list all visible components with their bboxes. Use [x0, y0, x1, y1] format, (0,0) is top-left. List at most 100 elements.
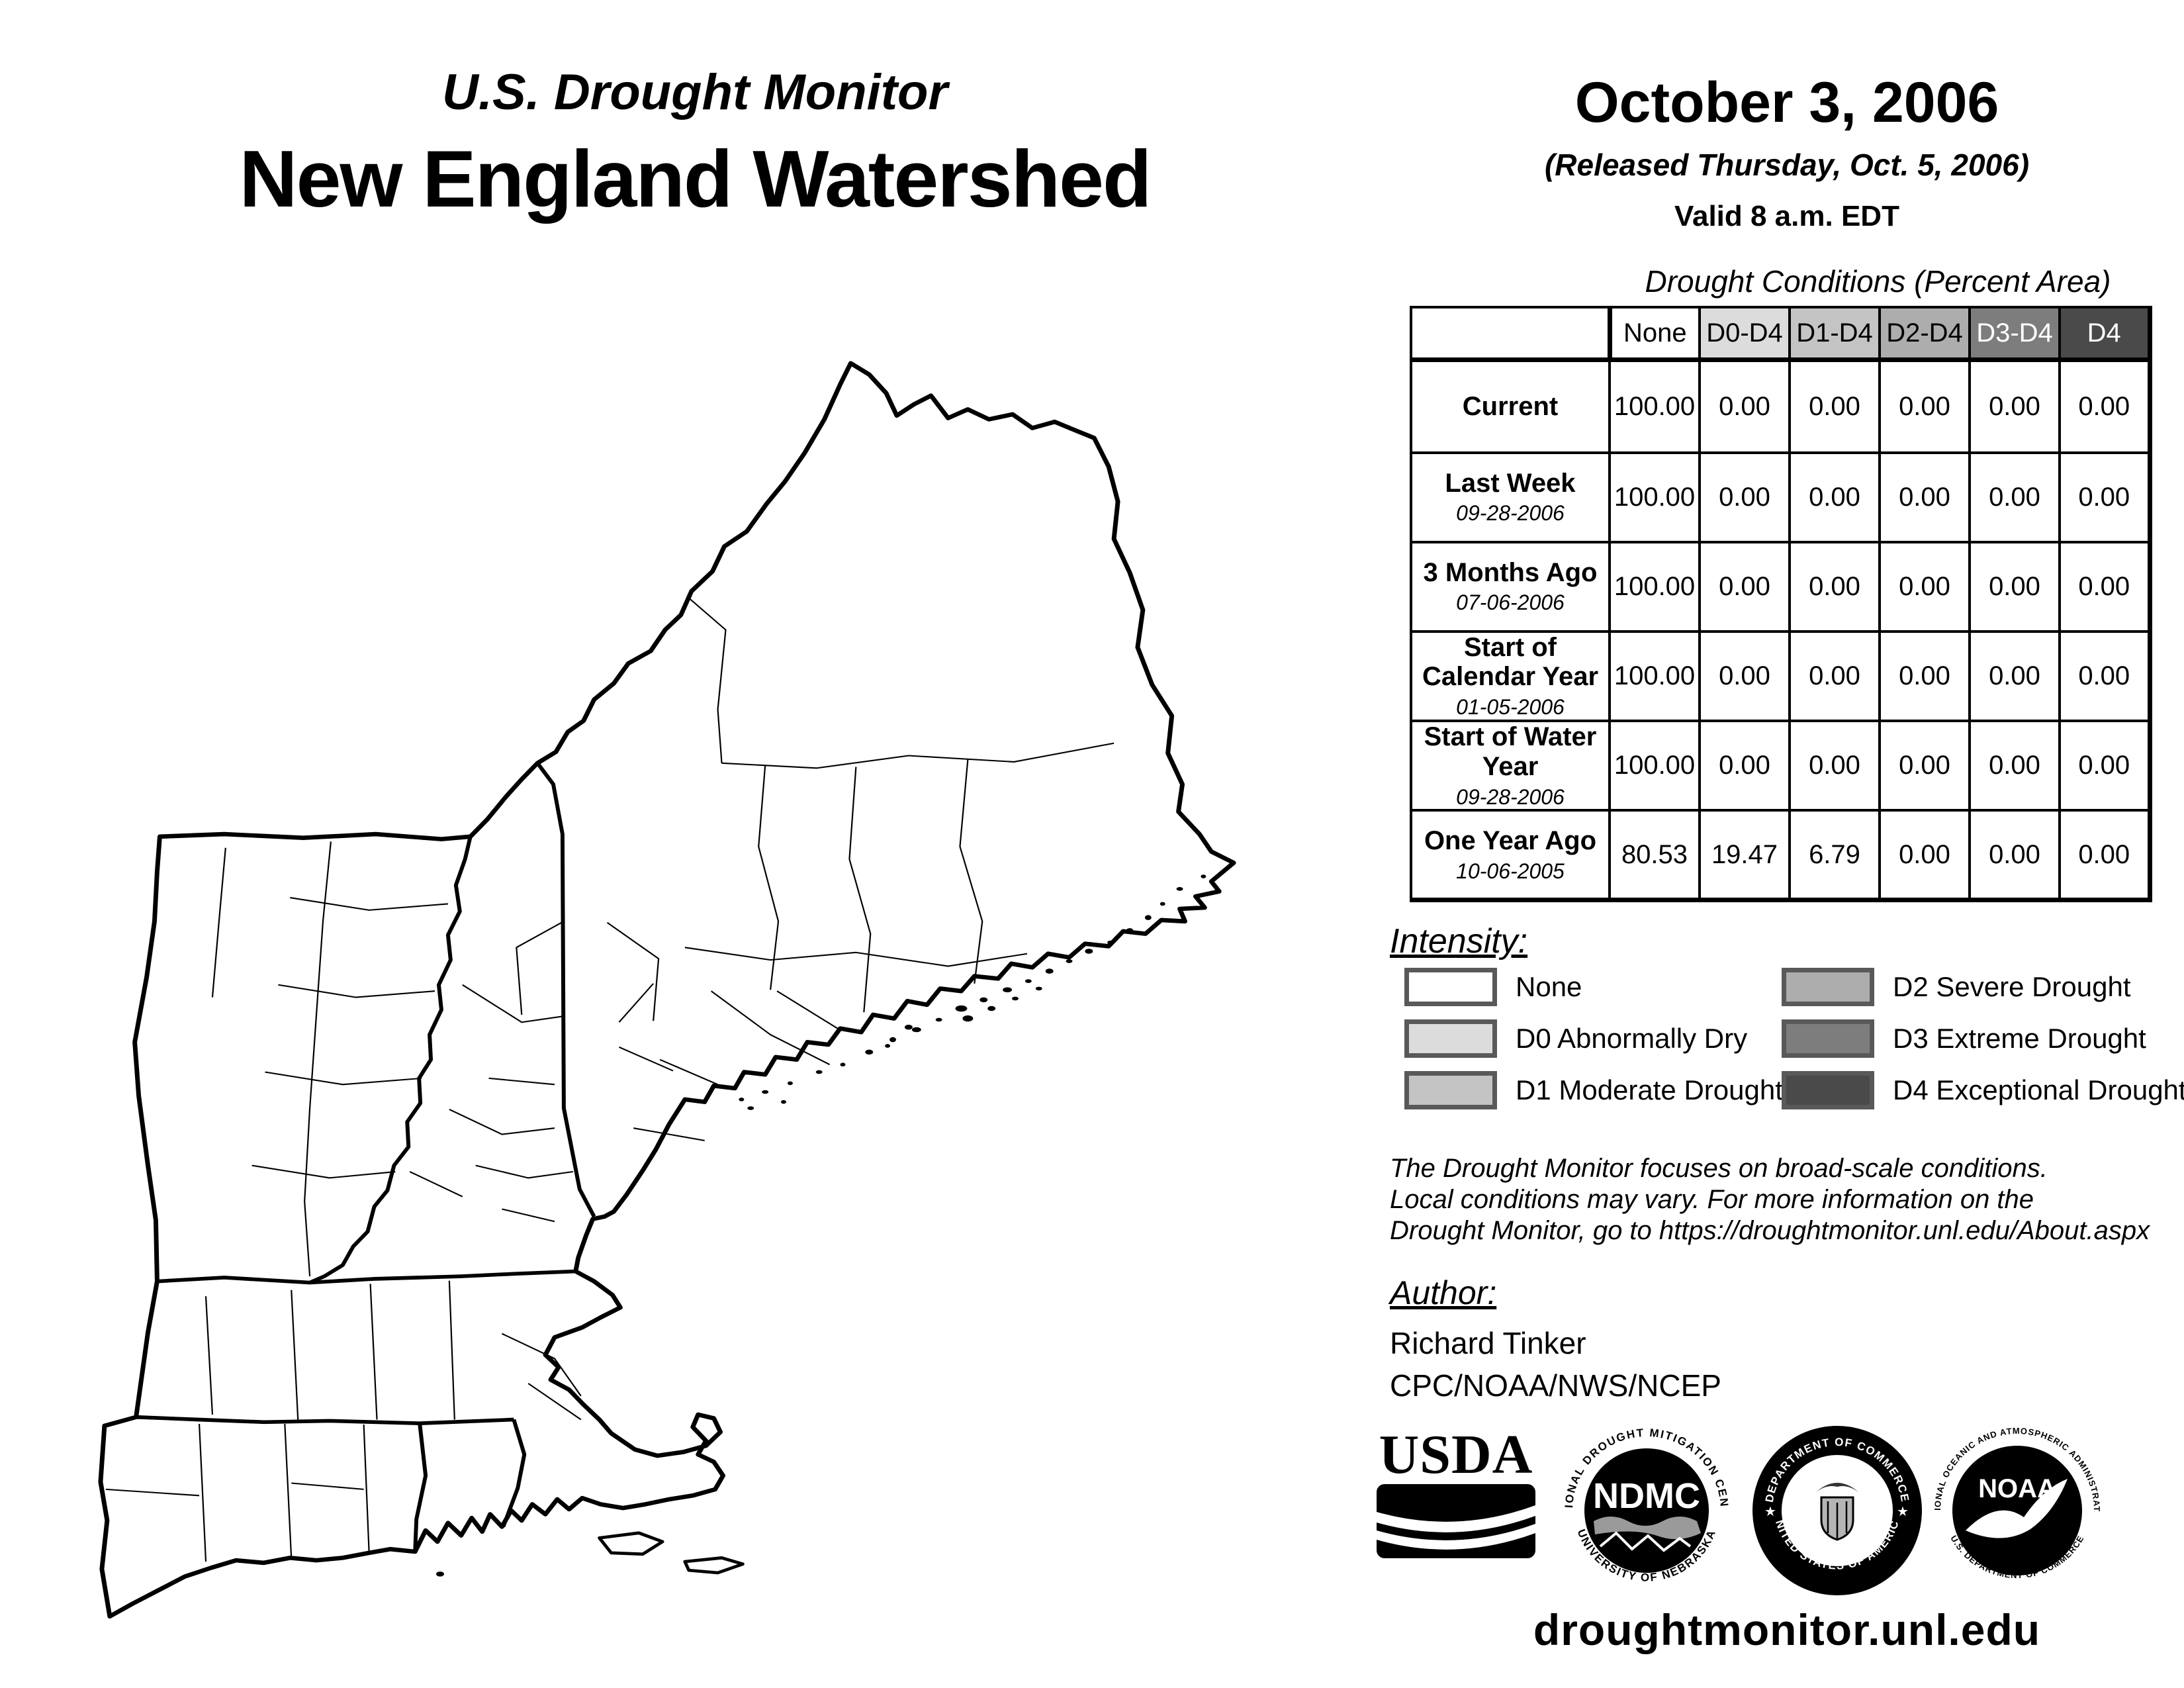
table-cell: 0.00	[1788, 540, 1881, 633]
table-row: One Year Ago 10-06-2005 80.53 19.47 6.79 …	[1410, 809, 2152, 902]
footer-url: droughtmonitor.unl.edu	[1533, 1605, 2041, 1654]
legend-item-d3: D3 Extreme Drought	[1782, 1019, 2146, 1058]
valid-time: Valid 8 a.m. EDT	[1674, 200, 1899, 232]
table-cell: 80.53	[1608, 809, 1701, 902]
legend-item-d2: D2 Severe Drought	[1782, 968, 2131, 1006]
table-cell: 0.00	[1878, 540, 1971, 633]
table-cell: 0.00	[1968, 630, 2061, 722]
disclaimer-line: Local conditions may vary. For more info…	[1390, 1184, 2034, 1214]
col-header-d2-d4: D2-D4	[1878, 306, 1971, 361]
table-cell: 0.00	[1968, 451, 2061, 543]
legend-item-none: None	[1404, 968, 1582, 1006]
table-corner-cell	[1410, 306, 1611, 361]
table-row: Start of Water Year 09-28-2006 100.00 0.0…	[1410, 719, 2152, 812]
col-header-d3-d4: D3-D4	[1968, 306, 2061, 361]
legend-swatch-d0	[1404, 1019, 1497, 1058]
table-title: Drought Conditions (Percent Area)	[1645, 264, 2111, 299]
new-england-watershed-map	[98, 361, 1236, 1619]
table-header-row: None D0-D4 D1-D4 D2-D4 D3-D4 D4	[1410, 306, 2152, 361]
released-date: (Released Thursday, Oct. 5, 2006)	[1544, 148, 2030, 182]
table-cell: 0.00	[2058, 630, 2152, 722]
table-cell: 0.00	[2058, 809, 2152, 902]
table-cell: 0.00	[1698, 540, 1791, 633]
table-cell: 100.00	[1608, 357, 1701, 454]
table-row: Last Week 09-28-2006 100.00 0.00 0.00 0.0…	[1410, 451, 2152, 543]
region-title: New England Watershed	[239, 134, 1152, 224]
author-name: Richard Tinker	[1390, 1326, 1586, 1360]
state-borders	[136, 762, 596, 1552]
col-header-d0-d4: D0-D4	[1698, 306, 1791, 361]
table-row: Start of Calendar Year 01-05-2006 100.00 …	[1410, 630, 2152, 722]
usda-symbol	[1377, 1483, 1535, 1558]
table-row: 3 Months Ago 07-06-2006 100.00 0.00 0.00 …	[1410, 540, 2152, 633]
department-of-commerce-seal: DEPARTMENT OF COMMERCE UNITED STATES OF …	[1750, 1423, 1922, 1595]
col-header-d1-d4: D1-D4	[1788, 306, 1881, 361]
table-cell: 0.00	[2058, 451, 2152, 543]
row-date: 10-06-2005	[1456, 859, 1565, 883]
coastline-outline	[98, 361, 1236, 1619]
disclaimer-line: Drought Monitor, go to https://droughtmo…	[1390, 1215, 2150, 1245]
col-header-none: None	[1607, 306, 1701, 361]
table-cell: 100.00	[1608, 540, 1701, 633]
table-cell: 0.00	[2058, 540, 2152, 633]
table-cell: 0.00	[1878, 809, 1971, 902]
legend-swatch-d1	[1404, 1071, 1497, 1109]
disclaimer: The Drought Monitor focuses on broad-sca…	[1390, 1153, 2184, 1246]
row-label: 3 Months Ago 07-06-2006	[1410, 540, 1611, 633]
table-cell: 6.79	[1788, 809, 1881, 902]
table-cell: 0.00	[1878, 451, 1971, 543]
noaa-seal: NATIONAL OCEANIC AND ATMOSPHERIC ADMINIS…	[1930, 1423, 2103, 1597]
table-cell: 0.00	[1698, 357, 1791, 454]
coastal-islands	[436, 874, 1206, 1577]
ndmc-seal: NATIONAL DROUGHT MITIGATION CENTER UNIVE…	[1559, 1423, 1733, 1597]
legend-swatch-d3	[1782, 1019, 1874, 1058]
doc-eagle	[1816, 1483, 1858, 1492]
legend-swatch-none	[1404, 968, 1497, 1006]
row-date: 09-28-2006	[1456, 501, 1565, 526]
disclaimer-line: The Drought Monitor focuses on broad-sca…	[1390, 1154, 2048, 1183]
legend-swatch-d2	[1782, 968, 1874, 1006]
doc-star-right: ★	[1897, 1505, 1909, 1519]
noaa-bird	[1966, 1479, 2068, 1538]
row-label: Start of Water Year 09-28-2006	[1410, 719, 1611, 812]
usda-wordmark: USDA	[1379, 1424, 1533, 1485]
table-cell: 0.00	[1878, 719, 1971, 812]
row-date: 01-05-2006	[1456, 695, 1565, 720]
report-date: October 3, 2006	[1574, 71, 1999, 134]
table-cell: 0.00	[1968, 540, 2061, 633]
table-cell: 100.00	[1608, 451, 1701, 543]
intensity-heading: Intensity:	[1390, 922, 1528, 961]
legend-item-d1: D1 Moderate Drought	[1404, 1071, 1783, 1109]
table-cell: 0.00	[1878, 630, 1971, 722]
table-cell: 0.00	[2058, 719, 2152, 812]
table-row: Current 100.00 0.00 0.00 0.00 0.00 0.00	[1410, 357, 2152, 454]
table-cell: 0.00	[1788, 357, 1881, 454]
row-date: 09-28-2006	[1456, 784, 1565, 809]
drought-conditions-table: None D0-D4 D1-D4 D2-D4 D3-D4 D4 Current …	[1410, 306, 2152, 902]
col-header-d4: D4	[2058, 306, 2152, 361]
table-cell: 0.00	[1698, 630, 1791, 722]
row-date: 07-06-2006	[1456, 590, 1565, 615]
author-org: CPC/NOAA/NWS/NCEP	[1390, 1368, 1721, 1403]
table-cell: 0.00	[1788, 630, 1881, 722]
table-cell: 0.00	[1788, 719, 1881, 812]
table-cell: 0.00	[1878, 357, 1971, 454]
usda-logo: USDA	[1375, 1424, 1537, 1566]
row-label: Start of Calendar Year 01-05-2006	[1410, 630, 1611, 722]
legend-swatch-d4	[1782, 1071, 1874, 1109]
table-cell: 0.00	[1968, 719, 2061, 812]
row-label: Last Week 09-28-2006	[1410, 451, 1611, 543]
table-cell: 0.00	[1788, 451, 1881, 543]
author-heading: Author:	[1390, 1274, 1497, 1311]
ndmc-wordmark: NDMC	[1593, 1476, 1700, 1516]
table-cell: 0.00	[1968, 809, 2061, 902]
table-cell: 19.47	[1698, 809, 1791, 902]
southern-islands	[598, 1531, 745, 1575]
table-cell: 0.00	[1968, 357, 2061, 454]
county-borders	[105, 596, 1115, 1562]
row-label: One Year Ago 10-06-2005	[1410, 809, 1611, 902]
legend-item-d4: D4 Exceptional Drought	[1782, 1071, 2184, 1109]
legend-item-d0: D0 Abnormally Dry	[1404, 1019, 1747, 1058]
table-cell: 100.00	[1608, 630, 1701, 722]
